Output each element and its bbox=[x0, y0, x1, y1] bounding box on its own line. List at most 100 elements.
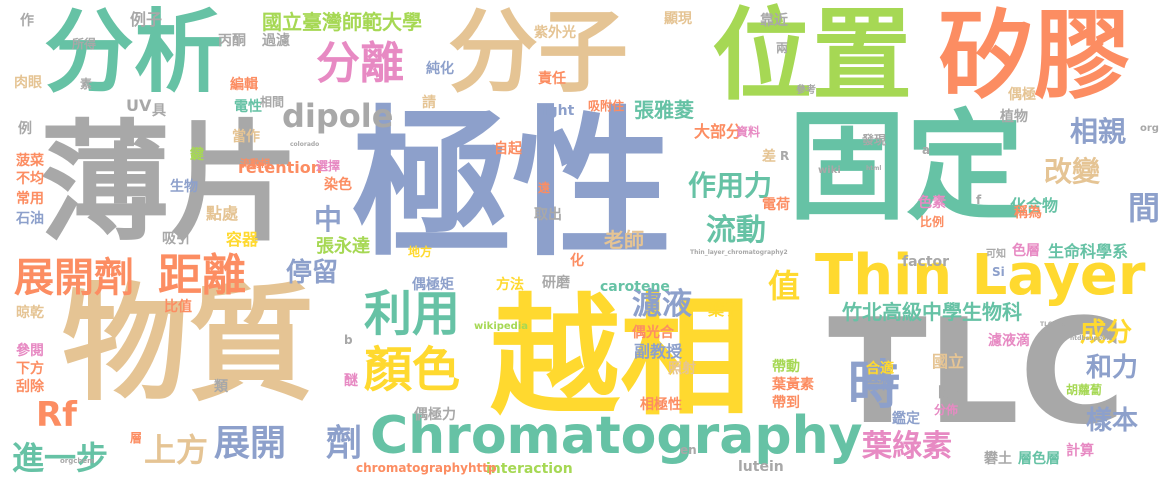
word: 越相 bbox=[490, 281, 751, 433]
word: 方法 bbox=[496, 277, 524, 293]
word: 胡蘿蔔 bbox=[1066, 383, 1103, 397]
word: 相親 bbox=[1070, 115, 1127, 148]
word: 間 bbox=[1128, 189, 1161, 227]
word: 稱為 bbox=[1014, 205, 1042, 221]
word: 竹北高級中學生物科 bbox=[842, 300, 1022, 324]
word: 層色層 bbox=[1018, 451, 1060, 467]
word: 請 bbox=[422, 95, 436, 111]
word: 過濾 bbox=[262, 33, 290, 49]
word: 研磨 bbox=[542, 275, 570, 291]
word: 容器 bbox=[226, 230, 259, 249]
word: 偶極 bbox=[1008, 87, 1036, 103]
word: 相極性 bbox=[640, 397, 682, 413]
word: 分佈 bbox=[934, 403, 959, 417]
word: 刮除 bbox=[16, 379, 44, 395]
word: 分離 bbox=[316, 38, 404, 89]
word: R bbox=[780, 149, 790, 163]
word: 兩 bbox=[776, 41, 789, 55]
word: 鑑定 bbox=[892, 411, 920, 427]
word: 植物 bbox=[1000, 109, 1028, 125]
word: dipole bbox=[282, 97, 394, 135]
word: 菠菜 bbox=[16, 153, 44, 169]
word: 差 bbox=[762, 149, 776, 165]
word: 選擇 bbox=[316, 159, 341, 173]
word: 國立 bbox=[932, 352, 965, 371]
word: 作 bbox=[20, 13, 34, 29]
word: 可知 bbox=[986, 249, 1006, 260]
word: wikipedia bbox=[474, 321, 529, 332]
word: 和力 bbox=[1086, 353, 1139, 383]
word: 吸引 bbox=[162, 231, 190, 247]
word: 相間 bbox=[260, 95, 285, 109]
word: 資料 bbox=[736, 125, 761, 139]
word: 顏色 bbox=[364, 342, 461, 398]
word: 比值 bbox=[164, 299, 192, 315]
word: 極性 bbox=[352, 91, 673, 278]
word: Si bbox=[992, 265, 1005, 279]
word: 靠近 bbox=[760, 13, 788, 29]
word: 合物 bbox=[866, 377, 894, 393]
word: Thin Layer bbox=[815, 243, 1146, 308]
word: Rf bbox=[36, 395, 77, 435]
word: 展開劑 bbox=[14, 255, 134, 301]
word: 國立臺灣師範大學 bbox=[262, 10, 422, 34]
word: 成分 bbox=[1080, 318, 1133, 348]
word: wiki bbox=[818, 165, 841, 176]
word: 石油 bbox=[16, 211, 44, 227]
word: 電荷 bbox=[762, 197, 790, 213]
word: 上方 bbox=[144, 431, 209, 469]
word: 顯現 bbox=[664, 11, 692, 27]
word: 例 bbox=[18, 121, 32, 137]
word: 濾液滴 bbox=[988, 333, 1030, 349]
word: ntdbsupport bbox=[1070, 335, 1113, 342]
word: 染色 bbox=[324, 177, 352, 193]
word: 樣本 bbox=[1086, 406, 1139, 436]
word: 偶極力 bbox=[414, 407, 456, 423]
word: colorado bbox=[290, 141, 320, 148]
word: 地方 bbox=[408, 245, 433, 259]
word: 進一步 bbox=[12, 439, 109, 477]
word: 晾乾 bbox=[16, 305, 44, 321]
word: 時 bbox=[848, 356, 901, 416]
word: 老師 bbox=[604, 228, 644, 252]
word: TLC bbox=[828, 288, 1126, 457]
word: 合適 bbox=[866, 361, 894, 377]
word: 參考 bbox=[796, 85, 816, 96]
word: Chromatography bbox=[370, 406, 863, 466]
word: 開來 bbox=[938, 385, 966, 401]
word: 層 bbox=[130, 431, 143, 445]
word: 停留 bbox=[286, 258, 339, 288]
word: 色層 bbox=[1012, 243, 1040, 259]
word: 帶動 bbox=[772, 359, 800, 375]
word: 化 bbox=[570, 253, 584, 269]
word: interaction bbox=[486, 461, 573, 477]
word: 作用力 bbox=[688, 169, 773, 202]
word: 分子 bbox=[448, 0, 628, 105]
word: 具 bbox=[152, 103, 166, 119]
word: 責任 bbox=[538, 71, 566, 87]
word: en bbox=[680, 443, 697, 457]
word: 計算 bbox=[1066, 443, 1094, 459]
word: 張永達 bbox=[316, 236, 370, 257]
word: 葉綠素 bbox=[862, 429, 952, 464]
word: b bbox=[344, 333, 353, 347]
word: 大部分 bbox=[694, 122, 743, 141]
word: 張雅菱 bbox=[634, 98, 694, 122]
word: 鍵 bbox=[190, 147, 204, 163]
word: 發現 bbox=[862, 133, 887, 147]
word: 生命科學系 bbox=[1048, 242, 1129, 261]
word: 當作 bbox=[232, 129, 260, 145]
word: 中 bbox=[314, 203, 343, 236]
word: 常用 bbox=[16, 191, 44, 207]
word: 色素 bbox=[918, 195, 946, 211]
word: retention bbox=[238, 158, 323, 177]
word: 遠 bbox=[538, 181, 551, 195]
word: 電性 bbox=[234, 99, 262, 115]
word: Thin_layer_chromatography2 bbox=[690, 249, 788, 256]
word: 固定 bbox=[788, 98, 1025, 236]
word: 肉眼 bbox=[14, 75, 42, 91]
word: 不均 bbox=[16, 171, 44, 187]
word: 點處 bbox=[206, 204, 239, 223]
word: 矽膠 bbox=[938, 0, 1130, 112]
